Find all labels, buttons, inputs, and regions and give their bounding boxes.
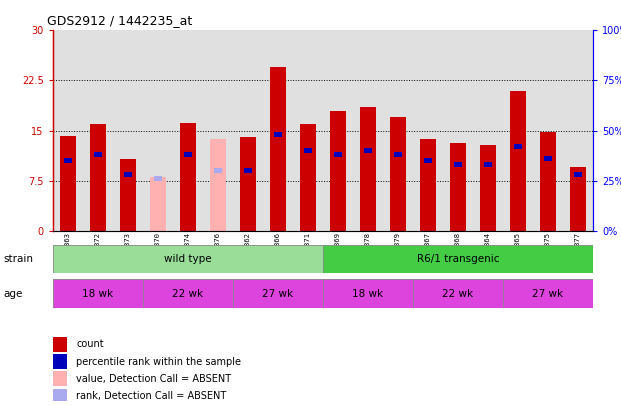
Bar <box>120 159 136 231</box>
Bar <box>323 279 413 308</box>
Text: strain: strain <box>3 254 33 264</box>
Bar <box>540 132 556 231</box>
Bar <box>274 132 281 137</box>
Bar <box>53 371 66 386</box>
Bar <box>514 144 522 149</box>
Bar <box>214 168 222 173</box>
Text: age: age <box>3 289 22 298</box>
Text: wild type: wild type <box>164 254 212 264</box>
Bar <box>150 177 166 231</box>
Bar <box>154 176 161 181</box>
Text: GDS2912 / 1442235_at: GDS2912 / 1442235_at <box>47 14 192 27</box>
Text: percentile rank within the sample: percentile rank within the sample <box>76 357 241 367</box>
Bar <box>480 145 496 231</box>
Bar <box>244 168 252 173</box>
Bar <box>53 245 323 273</box>
Bar <box>124 172 132 177</box>
Bar <box>503 279 593 308</box>
Bar <box>179 123 196 231</box>
Text: count: count <box>76 339 104 350</box>
Bar <box>89 124 106 231</box>
Bar <box>64 158 71 163</box>
Bar <box>240 137 256 231</box>
Text: value, Detection Call = ABSENT: value, Detection Call = ABSENT <box>76 374 231 384</box>
Text: 22 wk: 22 wk <box>172 289 204 298</box>
Bar <box>570 167 586 231</box>
Text: 27 wk: 27 wk <box>262 289 294 298</box>
Text: rank, Detection Call = ABSENT: rank, Detection Call = ABSENT <box>76 391 226 401</box>
Bar <box>53 279 143 308</box>
Bar <box>455 162 461 167</box>
Bar <box>143 279 233 308</box>
Bar <box>184 152 191 157</box>
Bar <box>60 136 76 231</box>
Bar <box>53 388 66 404</box>
Text: 27 wk: 27 wk <box>532 289 564 298</box>
Text: R6/1 transgenic: R6/1 transgenic <box>417 254 499 264</box>
Bar <box>574 172 582 177</box>
Bar <box>510 91 526 231</box>
Bar <box>334 152 342 157</box>
Bar <box>53 337 66 352</box>
Text: 18 wk: 18 wk <box>352 289 384 298</box>
Bar <box>484 162 492 167</box>
Bar <box>233 279 323 308</box>
Bar <box>365 148 371 153</box>
Bar <box>94 152 101 157</box>
Bar <box>270 67 286 231</box>
Bar <box>300 124 316 231</box>
Bar <box>360 107 376 231</box>
Bar <box>210 139 226 231</box>
Bar <box>390 117 406 231</box>
Bar <box>323 245 593 273</box>
Bar <box>394 152 402 157</box>
Text: 18 wk: 18 wk <box>82 289 114 298</box>
Text: 22 wk: 22 wk <box>442 289 474 298</box>
Bar <box>450 143 466 231</box>
Bar <box>413 279 503 308</box>
Bar <box>330 111 346 231</box>
Bar <box>424 158 432 163</box>
Bar <box>53 354 66 369</box>
Bar <box>420 139 436 231</box>
Bar <box>304 148 312 153</box>
Bar <box>545 156 551 161</box>
